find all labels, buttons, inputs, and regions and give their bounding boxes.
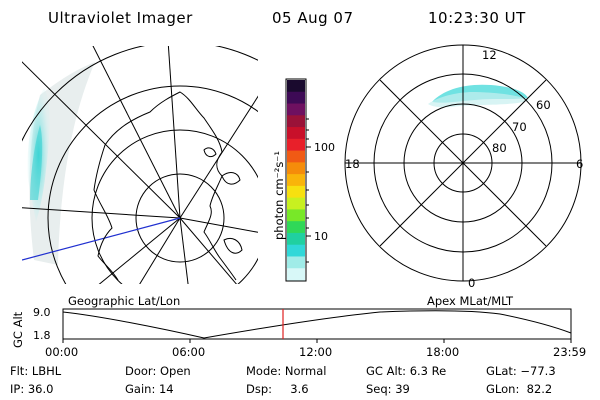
colorbar-band	[287, 103, 305, 116]
xtick-2359: 23:59	[553, 345, 587, 359]
status-gc-alt: GC Alt: 6.3 Re	[366, 364, 447, 378]
colorbar	[287, 80, 305, 281]
time-label: 10:23:30 UT	[428, 9, 526, 27]
colorbar-band	[287, 127, 305, 140]
date-label: 05 Aug 07	[272, 9, 354, 27]
colorbar-unit-label: photon cm⁻²s⁻¹	[272, 151, 286, 240]
status-mode: Mode: Normal	[246, 364, 327, 378]
colorbar-band	[287, 209, 305, 222]
colorbar-band	[287, 244, 305, 258]
status-dsp: Dsp: 3.6	[246, 382, 309, 396]
colorbar-tick-100: 100	[314, 141, 335, 154]
colorbar-band	[287, 185, 305, 199]
mlat-label-70: 70	[512, 120, 527, 134]
altitude-curve	[62, 310, 572, 339]
altitude-ytick-1-8: 1.8	[33, 329, 51, 342]
mlt-label-12: 12	[482, 48, 497, 62]
colorbar-band	[287, 80, 305, 93]
altitude-ytick-9: 9.0	[33, 306, 51, 319]
status-filter: Flt: LBHL	[10, 364, 62, 378]
geographic-map	[22, 46, 258, 284]
left-map-caption: Geographic Lat/Lon	[68, 294, 181, 308]
right-map-caption: Apex MLat/MLT	[427, 294, 514, 308]
status-door: Door: Open	[125, 364, 191, 378]
status-glat: GLat: −77.3	[486, 364, 556, 378]
colorbar-tick-10: 10	[314, 230, 328, 243]
colorbar-band	[287, 221, 305, 234]
colorbar-band	[287, 268, 305, 281]
colorbar-band	[287, 174, 305, 187]
instrument-title: Ultraviolet Imager	[48, 9, 193, 27]
colorbar-band	[287, 150, 305, 163]
xtick-0600: 06:00	[172, 345, 206, 359]
mlt-label-0: 0	[468, 276, 476, 290]
colorbar-band	[287, 91, 305, 105]
mlat-label-80: 80	[492, 141, 507, 155]
colorbar-band	[287, 162, 305, 175]
terminator-line	[22, 217, 181, 261]
colorbar-band	[287, 256, 305, 269]
mlat-label-60: 60	[536, 98, 551, 112]
mlt-label-18: 18	[345, 157, 360, 171]
polar-plot	[344, 44, 582, 282]
mlt-label-6: 6	[576, 157, 584, 171]
status-gain: Gain: 14	[125, 382, 174, 396]
colorbar-frame	[285, 78, 307, 282]
colorbar-band	[287, 138, 305, 152]
xtick-1200: 12:00	[299, 345, 333, 359]
status-glon: GLon: 82.2	[486, 382, 553, 396]
xtick-0000: 00:00	[45, 345, 79, 359]
coastline	[93, 91, 237, 281]
status-seq: Seq: 39	[366, 382, 410, 396]
altitude-plot	[62, 308, 572, 343]
colorbar-band	[287, 115, 305, 128]
xtick-1800: 18:00	[426, 345, 460, 359]
altitude-ylabel: GC Alt	[11, 311, 25, 348]
status-ip: IP: 36.0	[10, 382, 54, 396]
colorbar-band	[287, 232, 305, 246]
colorbar-band	[287, 197, 305, 211]
